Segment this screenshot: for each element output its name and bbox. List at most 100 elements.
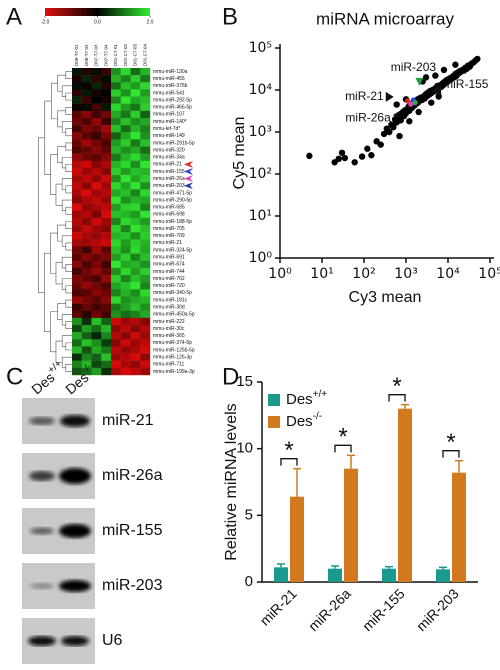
heatmap-cell xyxy=(81,167,92,176)
point xyxy=(335,155,342,163)
heatmap-cell xyxy=(111,332,121,340)
heatmap-cell xyxy=(101,367,112,376)
heatmap-cell xyxy=(130,275,141,283)
heatmap-cell xyxy=(111,160,121,169)
heatmap-cell xyxy=(101,68,112,76)
heatmap-cell xyxy=(81,260,92,269)
heatmap-cell xyxy=(111,260,121,269)
significance: * xyxy=(446,429,455,456)
heatmap-cell xyxy=(101,317,112,326)
heatmap-cell xyxy=(72,68,82,76)
color-scale-label: 2.0 xyxy=(147,19,154,25)
heatmap-cell xyxy=(101,167,112,176)
heatmap-cell xyxy=(111,346,121,354)
column-label: D08-T7-02 xyxy=(84,44,89,66)
heatmap-cell xyxy=(111,103,121,112)
heatmap-cell xyxy=(130,189,141,197)
dendrogram xyxy=(44,252,51,333)
heatmap-cell xyxy=(101,125,112,133)
heatmap-cell xyxy=(111,253,121,261)
heatmap-cell xyxy=(81,332,92,340)
row-label: mmu-miR-320 xyxy=(153,147,185,153)
heatmap-cell xyxy=(101,146,112,154)
heatmap-cell xyxy=(101,189,112,197)
dendrogram xyxy=(65,342,72,351)
heatmap-cell xyxy=(111,189,121,197)
heatmap-cell xyxy=(120,203,131,211)
heatmap-cell xyxy=(72,360,82,369)
heatmap-cell xyxy=(120,360,131,369)
heatmap-cell xyxy=(91,68,102,76)
heatmap-cell xyxy=(91,82,102,90)
x-tick-label: 10⁴ xyxy=(436,266,460,282)
dendrogram xyxy=(57,303,66,320)
heatmap-cell xyxy=(111,325,121,333)
highlight-point xyxy=(412,100,418,106)
heatmap-cell xyxy=(72,196,82,204)
heatmap-cell xyxy=(111,153,121,162)
heatmap-cell xyxy=(140,82,151,90)
row-label: mmu-miR-140* xyxy=(153,119,187,125)
heatmap-cell xyxy=(120,175,131,183)
point xyxy=(351,159,358,166)
column-label: D01-C7-02 xyxy=(123,43,128,66)
heatmap-cell xyxy=(120,289,131,297)
heatmap-cell xyxy=(140,196,151,204)
color-scale-label: 0.0 xyxy=(94,19,101,25)
heatmap-cell xyxy=(101,103,112,112)
heatmap-cell xyxy=(91,289,102,297)
x-tick-label: 10¹ xyxy=(310,266,333,282)
heatmap-cell xyxy=(111,132,121,140)
heatmap-cell xyxy=(101,310,112,319)
heatmap-cell xyxy=(91,232,102,240)
point xyxy=(338,149,346,156)
band xyxy=(59,524,91,538)
heatmap-cell xyxy=(120,296,131,304)
heatmap-cell xyxy=(130,282,141,290)
heatmap-cell xyxy=(130,217,141,226)
heatmap-cell xyxy=(140,225,151,233)
heatmap-cell xyxy=(130,253,141,261)
heatmap-cell xyxy=(120,317,131,326)
heatmap-cell xyxy=(72,153,82,162)
dendrogram xyxy=(55,183,63,206)
heatmap-cell xyxy=(101,132,112,140)
heatmap-cell xyxy=(140,346,151,354)
heatmap-cell xyxy=(140,110,151,119)
heatmap-cell xyxy=(111,125,121,133)
heatmap-cell xyxy=(81,217,92,226)
heatmap-cell xyxy=(120,332,131,340)
heatmap-cell xyxy=(91,96,102,104)
heatmap-cell xyxy=(120,82,131,90)
heatmap-cell xyxy=(81,310,92,319)
heatmap-cell xyxy=(120,367,131,376)
heatmap-cell xyxy=(120,325,131,333)
heatmap-cell xyxy=(111,246,121,254)
heatmap-cell xyxy=(120,125,131,133)
annotation: miR-26a xyxy=(345,110,391,124)
row-label: mmu-miR-324-5p xyxy=(153,247,192,253)
heatmap-cell xyxy=(140,139,151,147)
heatmap-cell xyxy=(120,139,131,147)
heatmap-cell xyxy=(120,146,131,154)
point xyxy=(306,152,313,160)
heatmap-cell xyxy=(111,267,121,276)
heatmap-cell xyxy=(140,96,151,104)
heatmap-cell xyxy=(140,146,151,154)
heatmap-cell xyxy=(91,296,102,304)
heatmap-cell xyxy=(72,339,82,347)
heatmap-cell xyxy=(81,239,92,247)
heatmap-cell xyxy=(72,253,82,261)
heatmap-cell xyxy=(91,182,102,190)
heatmap-cell xyxy=(120,346,131,354)
heatmap-cell xyxy=(91,210,102,219)
heatmap-cell xyxy=(101,110,112,119)
blot-label: miR-203 xyxy=(102,577,163,594)
heatmap-cell xyxy=(130,289,141,297)
row-label: mmu-miR-34a xyxy=(153,155,185,161)
heatmap-cell xyxy=(72,160,82,169)
point xyxy=(364,145,371,152)
heatmap-cell xyxy=(111,239,121,247)
heatmap-cell xyxy=(91,282,102,290)
highlight-point xyxy=(405,98,411,104)
